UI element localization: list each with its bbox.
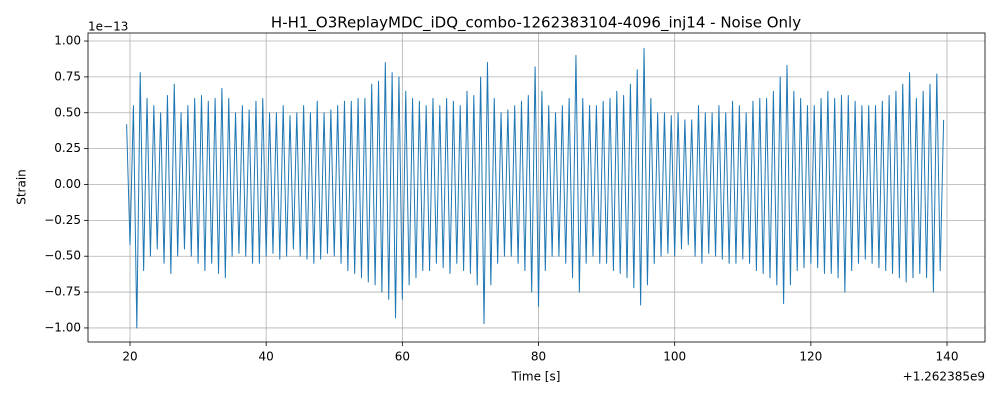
x-tick-label: 40 — [259, 350, 274, 364]
y-tick-label: 0.00 — [54, 177, 81, 191]
y-tick-label: −0.50 — [44, 249, 81, 263]
y-tick-label: −1.00 — [44, 320, 81, 334]
y-tick-label: 1.00 — [54, 34, 81, 48]
y-offset-label: 1e−13 — [88, 20, 128, 34]
y-tick-label: −0.75 — [44, 285, 81, 299]
plot-frame — [87, 32, 986, 343]
x-tick-label: 60 — [395, 350, 410, 364]
y-tick-label: 0.25 — [54, 141, 81, 155]
x-tick-label: 140 — [936, 350, 959, 364]
y-axis-label: Strain — [15, 169, 29, 205]
y-tick-label: 0.50 — [54, 105, 81, 119]
x-tick-label: 120 — [799, 350, 822, 364]
y-tick-label: 0.75 — [54, 69, 81, 83]
x-axis-label: Time [s] — [511, 370, 561, 384]
x-tick-label: 80 — [531, 350, 546, 364]
x-tick-label: 20 — [122, 350, 137, 364]
x-offset-label: +1.262385e9 — [903, 370, 985, 384]
y-tick-label: −0.25 — [44, 213, 81, 227]
x-tick-label: 100 — [663, 350, 686, 364]
strain-line — [126, 47, 945, 329]
chart-title: H-H1_O3ReplayMDC_iDQ_combo-1262383104-40… — [271, 14, 801, 33]
